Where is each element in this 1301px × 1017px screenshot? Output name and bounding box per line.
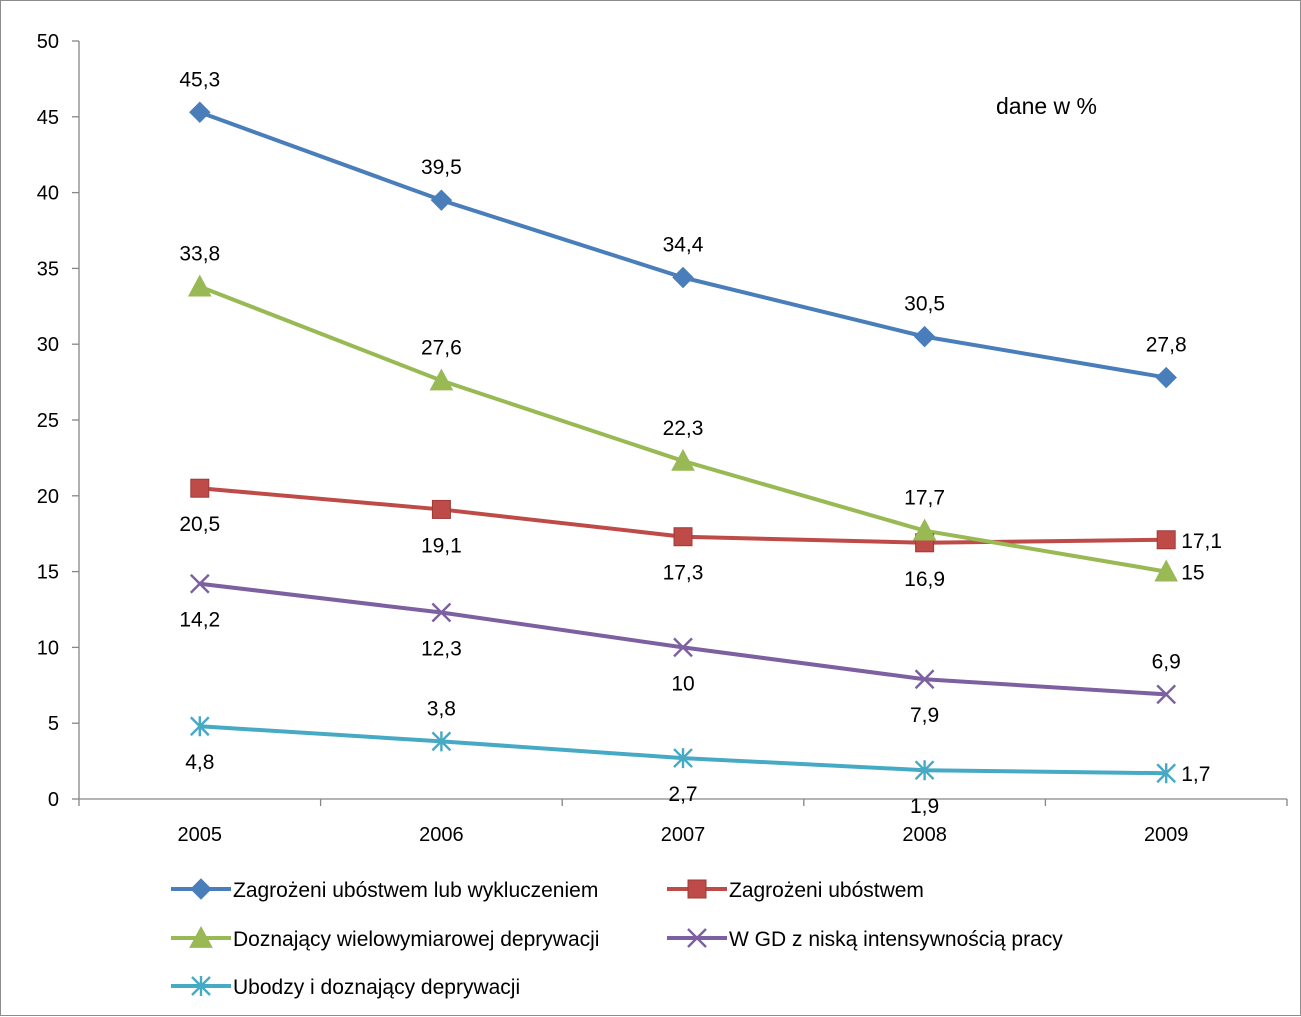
data-label: 7,9 <box>910 704 939 727</box>
x-tick-label: 2008 <box>902 824 947 846</box>
legend-marker <box>189 925 213 948</box>
data-point-marker <box>914 669 935 690</box>
data-point-marker <box>1156 763 1177 784</box>
data-point-marker <box>1156 530 1176 550</box>
data-label: 12,3 <box>421 638 462 661</box>
y-tick-label: 0 <box>48 789 59 811</box>
legend-marker <box>687 928 707 948</box>
legend-label: Zagrożeni ubóstwem <box>729 879 924 902</box>
data-label: 34,4 <box>663 233 704 256</box>
data-label: 17,1 <box>1181 530 1222 553</box>
y-tick-label: 15 <box>37 562 59 584</box>
data-point-marker <box>430 189 453 211</box>
axes: 0 5 10 15 20 25 30 35 40 45 50 2005 2006 2007 2008 2009 <box>37 31 1288 846</box>
y-tick-label: 40 <box>37 183 59 205</box>
data-label: 33,8 <box>179 243 220 266</box>
data-point-marker <box>431 731 452 752</box>
x-tick-label: 2005 <box>178 824 223 846</box>
x-tick-label: 2009 <box>1144 824 1189 846</box>
x-tick-label: 2006 <box>419 824 464 846</box>
data-point-marker <box>189 101 211 123</box>
y-tick-label: 5 <box>48 713 59 735</box>
legend-marker <box>191 976 211 996</box>
data-label: 27,6 <box>421 337 462 360</box>
data-point-marker <box>187 274 212 297</box>
data-label: 10 <box>671 672 694 695</box>
data-label: 17,7 <box>904 487 945 510</box>
data-point-marker <box>673 637 693 658</box>
data-label: 15 <box>1181 562 1204 585</box>
legend-marker <box>190 878 212 900</box>
data-point-marker <box>1156 684 1177 705</box>
data-label: 1,9 <box>910 795 939 818</box>
legend-label: Zagrożeni ubóstwem lub wykluczeniem <box>233 879 598 902</box>
x-tick-label: 2007 <box>661 824 706 846</box>
data-point-marker <box>429 368 454 391</box>
y-tick-label: 10 <box>37 637 59 659</box>
data-label: 22,3 <box>663 417 704 440</box>
data-point-marker <box>671 448 695 471</box>
series-markers <box>187 101 1179 784</box>
data-label: 16,9 <box>904 568 945 591</box>
y-tick-label: 35 <box>37 258 59 280</box>
data-label: 19,1 <box>421 534 462 557</box>
data-point-marker <box>431 499 451 519</box>
data-label: 2,7 <box>668 783 697 806</box>
data-label: 3,8 <box>427 697 456 720</box>
data-point-marker <box>913 325 936 348</box>
legend-label: W GD z niską intensywnością pracy <box>729 928 1063 951</box>
data-label: 39,5 <box>421 156 462 179</box>
data-label: 4,8 <box>185 751 214 774</box>
legend: Zagrożeni ubóstwem lub wykluczeniem Zagro… <box>171 878 1063 999</box>
y-tick-label: 45 <box>37 107 59 129</box>
data-point-marker <box>431 602 452 623</box>
data-point-marker <box>189 573 210 594</box>
data-labels: 45,3 39,5 34,4 30,5 27,8 20,5 19,1 17,3 16,9 17,1… <box>179 68 1222 818</box>
legend-marker <box>687 879 707 899</box>
data-label: 6,9 <box>1152 650 1181 673</box>
data-label: 45,3 <box>179 68 220 91</box>
data-label: 30,5 <box>904 293 945 316</box>
data-point-marker <box>1155 366 1177 389</box>
legend-label: Ubodzy i doznający deprywacji <box>233 976 520 999</box>
data-label: 27,8 <box>1146 334 1187 357</box>
data-point-marker <box>190 478 210 498</box>
legend-label: Doznający wielowymiarowej deprywacji <box>233 928 599 951</box>
data-point-marker <box>673 748 693 769</box>
data-point-marker <box>912 518 937 541</box>
data-point-marker <box>672 266 694 289</box>
data-label: 20,5 <box>179 513 220 536</box>
y-tick-label: 25 <box>37 410 59 432</box>
units-annotation: dane w % <box>996 93 1097 119</box>
data-point-marker <box>914 760 935 781</box>
data-point-marker <box>673 527 693 547</box>
y-tick-label: 20 <box>37 486 59 508</box>
data-label: 17,3 <box>663 562 704 585</box>
y-tick-label: 50 <box>37 31 59 53</box>
data-label: 1,7 <box>1181 763 1210 786</box>
data-label: 14,2 <box>179 609 220 632</box>
data-point-marker <box>1154 559 1179 582</box>
y-tick-label: 30 <box>37 334 59 356</box>
data-point-marker <box>189 716 210 737</box>
